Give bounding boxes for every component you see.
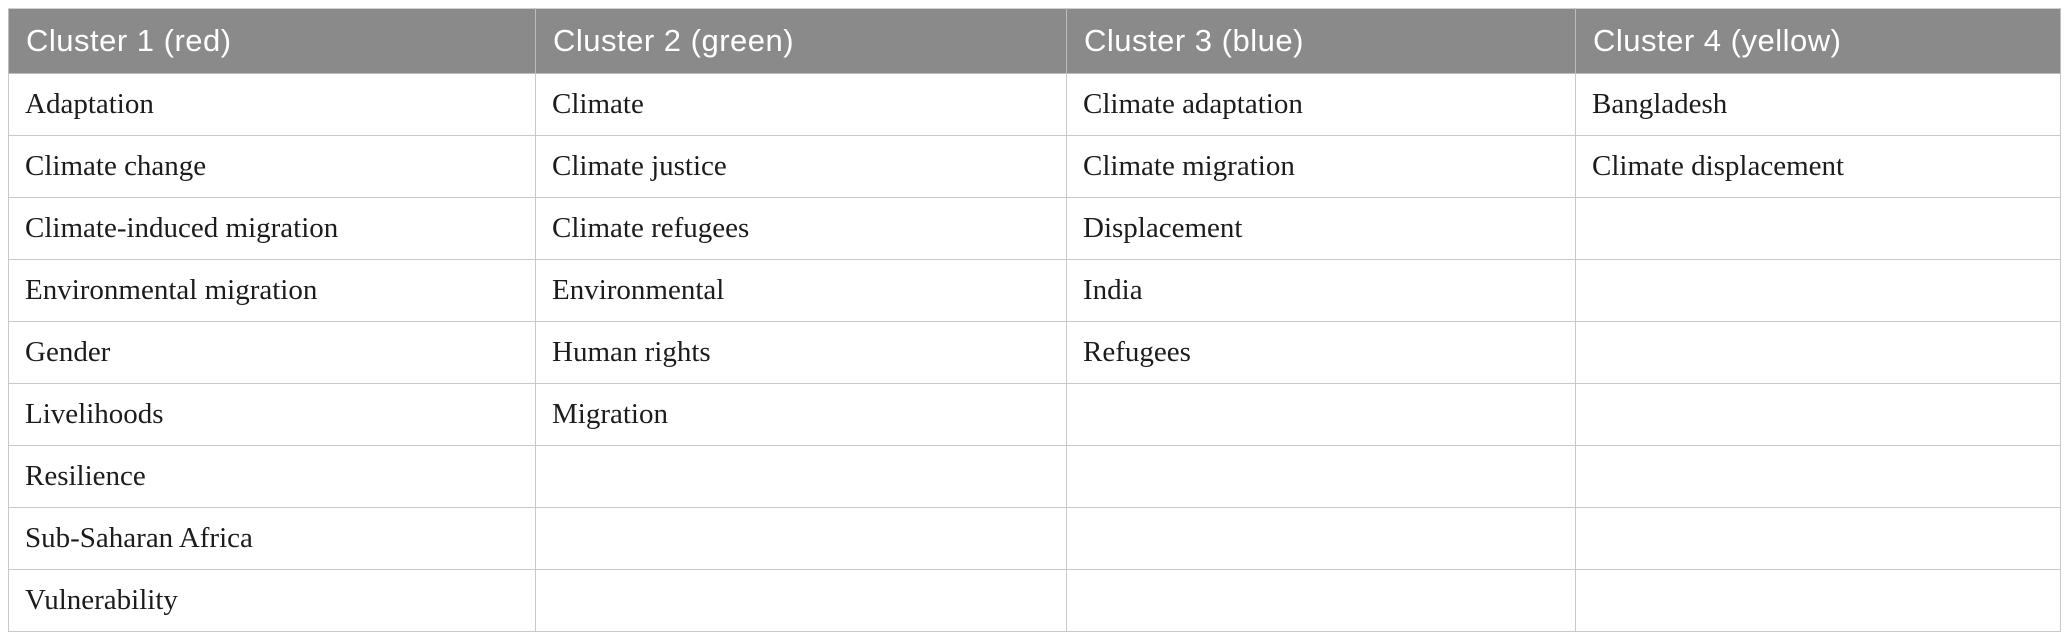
keyword-cell [1066, 507, 1576, 570]
table-row: Livelihoods Migration [8, 383, 2061, 446]
keyword-cell: India [1066, 259, 1576, 322]
keyword-cell [1575, 445, 2061, 508]
table-row: Resilience [8, 445, 2061, 508]
keyword-cell: Gender [8, 321, 536, 384]
column-header-cluster-3: Cluster 3 (blue) [1066, 8, 1576, 74]
keyword-cell: Climate change [8, 135, 536, 198]
keyword-cell: Vulnerability [8, 569, 536, 632]
column-header-cluster-1: Cluster 1 (red) [8, 8, 536, 74]
keyword-cell: Livelihoods [8, 383, 536, 446]
keyword-cell: Environmental migration [8, 259, 536, 322]
keyword-cell [1575, 569, 2061, 632]
table-row: Sub-Saharan Africa [8, 507, 2061, 570]
cluster-keywords-table: Cluster 1 (red) Cluster 2 (green) Cluste… [8, 8, 2061, 632]
table-row: Gender Human rights Refugees [8, 321, 2061, 384]
table-row: Vulnerability [8, 569, 2061, 632]
keyword-cell [1575, 259, 2061, 322]
keyword-cell: Climate displacement [1575, 135, 2061, 198]
table-row: Adaptation Climate Climate adaptation Ba… [8, 73, 2061, 136]
keyword-cell: Displacement [1066, 197, 1576, 260]
keyword-cell: Adaptation [8, 73, 536, 136]
keyword-cell: Bangladesh [1575, 73, 2061, 136]
keyword-cell [1575, 383, 2061, 446]
table-row: Environmental migration Environmental In… [8, 259, 2061, 322]
keyword-cell: Human rights [535, 321, 1067, 384]
keyword-cell: Climate justice [535, 135, 1067, 198]
keyword-cell [1575, 321, 2061, 384]
keyword-cell [1066, 383, 1576, 446]
column-header-cluster-4: Cluster 4 (yellow) [1575, 8, 2061, 74]
cluster-keywords-table-container: Cluster 1 (red) Cluster 2 (green) Cluste… [8, 8, 2061, 632]
keyword-cell: Resilience [8, 445, 536, 508]
keyword-cell [1066, 445, 1576, 508]
keyword-cell [535, 569, 1067, 632]
keyword-cell: Climate adaptation [1066, 73, 1576, 136]
keyword-cell: Climate [535, 73, 1067, 136]
keyword-cell [535, 445, 1067, 508]
table-row: Climate-induced migration Climate refuge… [8, 197, 2061, 260]
table-row: Climate change Climate justice Climate m… [8, 135, 2061, 198]
keyword-cell: Climate-induced migration [8, 197, 536, 260]
keyword-cell [1575, 507, 2061, 570]
keyword-cell [535, 507, 1067, 570]
keyword-cell: Sub-Saharan Africa [8, 507, 536, 570]
keyword-cell: Environmental [535, 259, 1067, 322]
keyword-cell: Refugees [1066, 321, 1576, 384]
column-header-cluster-2: Cluster 2 (green) [535, 8, 1067, 74]
keyword-cell: Climate refugees [535, 197, 1067, 260]
keyword-cell: Climate migration [1066, 135, 1576, 198]
keyword-cell: Migration [535, 383, 1067, 446]
keyword-cell [1575, 197, 2061, 260]
keyword-cell [1066, 569, 1576, 632]
header-row: Cluster 1 (red) Cluster 2 (green) Cluste… [8, 8, 2061, 74]
